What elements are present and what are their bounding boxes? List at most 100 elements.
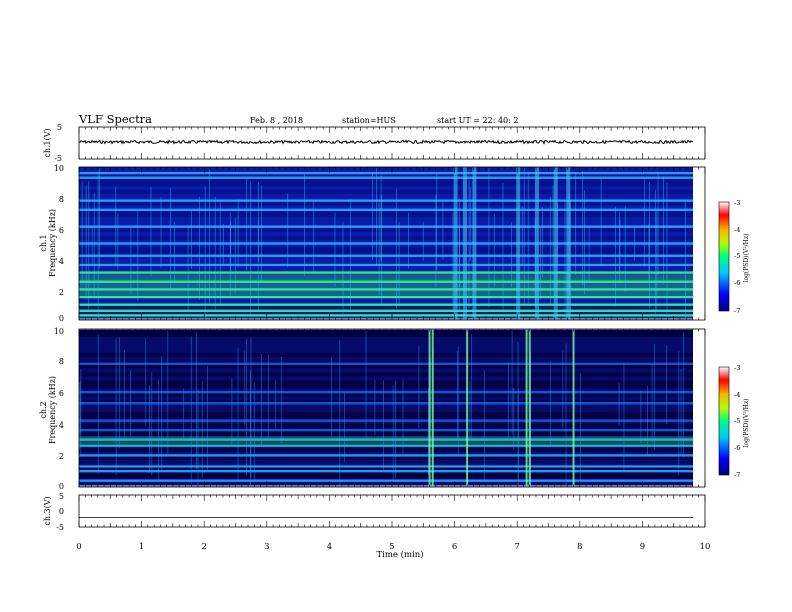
spectral-texture-row	[79, 281, 693, 286]
spectral-texture-row	[79, 285, 693, 290]
xtick-7: 7	[514, 542, 519, 552]
spectral-band	[79, 242, 693, 245]
spectral-band	[79, 391, 693, 394]
station-label: station=HUS	[342, 116, 396, 125]
ch1-ytick-2: 2	[59, 288, 64, 297]
spectral-burst	[453, 167, 458, 320]
ch1-ytick-8: 8	[59, 195, 64, 204]
ch2-channel-label: ch.2	[39, 401, 48, 418]
xtick-4: 4	[327, 542, 332, 552]
spectral-texture-row	[79, 396, 693, 401]
spectral-texture-row	[79, 212, 693, 217]
spectral-texture-row	[79, 408, 693, 412]
spectral-burst	[431, 329, 434, 487]
spectral-band	[79, 199, 693, 202]
ch1-ytick-neg5: -5	[54, 154, 62, 163]
spectral-texture-row	[79, 189, 693, 194]
spectral-texture-row	[79, 232, 693, 236]
spectral-texture-row	[79, 258, 693, 263]
ch2-cb-tick-neg7: -7	[734, 471, 740, 479]
ch2-ytick-8: 8	[59, 357, 64, 366]
ch2-spectrogram-panel: 0 2 4 6 8 10 ch.2 Frequency (kHz)	[39, 327, 706, 491]
ch1-colorbar-label: log(PSD)(V²/Hz)	[743, 234, 750, 283]
ch1-cb-tick-neg7: -7	[734, 307, 740, 315]
spectral-texture-row	[79, 220, 693, 225]
ch2-cb-tick-neg5: -5	[734, 417, 740, 425]
spectral-texture-row	[79, 435, 693, 440]
spectral-band	[79, 309, 693, 313]
time-axis-label: Time (min)	[376, 549, 423, 560]
spectral-texture-row	[79, 364, 693, 369]
spectral-band	[79, 362, 693, 365]
ch2-colorbar-bar	[718, 366, 730, 476]
xtick-1: 1	[139, 542, 144, 552]
spectral-texture-row	[79, 372, 693, 377]
ch2-ytick-2: 2	[59, 452, 64, 461]
ch1-ytick-0: 0	[59, 314, 64, 323]
spectral-texture-row	[79, 344, 693, 349]
ch1-cb-tick-neg6: -6	[734, 279, 740, 287]
xtick-3: 3	[264, 542, 269, 552]
ch2-ytick-4: 4	[59, 421, 64, 430]
spectral-texture-row	[79, 247, 693, 252]
ch3-voltage-panel: 5 0 -5 ch.3(V)	[43, 492, 706, 532]
ch2-ytick-10: 10	[54, 327, 64, 336]
ch1-channel-label: ch.1	[39, 234, 48, 251]
spectral-enhancement	[79, 436, 693, 446]
spectral-texture-row	[79, 266, 693, 271]
date-label: Feb. 8 , 2018	[250, 116, 303, 125]
spectral-burst	[534, 167, 539, 320]
spectral-band	[79, 271, 693, 274]
spectral-texture-row	[79, 352, 693, 357]
spectral-burst	[462, 167, 467, 320]
ch2-colorbar-label: log(PSD)(V²/Hz)	[743, 399, 750, 448]
spectral-texture-row	[79, 423, 693, 428]
spectral-texture-row	[79, 455, 693, 460]
ch3-ytick-5: 5	[59, 492, 64, 501]
spectral-burst	[525, 329, 528, 487]
ch1-voltage-trace	[78, 139, 694, 145]
xtick-5: 5	[389, 542, 394, 552]
spectral-texture-row	[79, 439, 693, 444]
ch3-ytick-neg5: -5	[56, 523, 64, 532]
spectral-texture-row	[79, 447, 693, 452]
ch1-voltage-ylabel: ch.1(V)	[43, 128, 52, 157]
spectral-texture-row	[79, 392, 693, 397]
xtick-9: 9	[640, 542, 645, 552]
ch2-frequency-ylabel: Frequency (kHz)	[48, 376, 57, 444]
spectral-texture-row	[79, 293, 693, 298]
spectral-texture-row	[79, 356, 693, 361]
spectral-texture-row	[79, 186, 693, 190]
spectral-texture-row	[79, 404, 693, 408]
ch1-spectrogram-image	[79, 167, 693, 320]
ch1-voltage-panel: 5 -5 ch.1(V)	[43, 123, 706, 163]
spectral-burst	[572, 329, 575, 487]
spectral-burst	[528, 329, 531, 487]
spectral-band	[79, 428, 693, 432]
spectral-texture-row	[79, 340, 693, 345]
ch1-ytick-6: 6	[59, 226, 64, 235]
spectral-band	[79, 470, 693, 473]
spectral-texture-row	[79, 205, 693, 210]
xtick-0: 0	[76, 542, 81, 552]
spectral-texture-row	[79, 471, 693, 476]
ch2-cb-tick-neg6: -6	[734, 444, 740, 452]
spectral-texture-row	[79, 228, 693, 233]
spectral-band	[79, 402, 693, 405]
spectral-band	[79, 263, 693, 267]
ch2-ytick-6: 6	[59, 389, 64, 398]
spectral-texture-row	[79, 243, 693, 248]
spectral-texture-row	[79, 411, 693, 416]
spectral-texture-row	[79, 277, 693, 282]
spectral-texture-row	[79, 235, 693, 240]
ch1-cb-tick-neg3: -3	[734, 199, 740, 207]
spectral-burst	[428, 329, 431, 487]
spectral-texture-row	[79, 178, 693, 183]
spectral-texture-row	[79, 380, 693, 385]
spectral-texture-row	[79, 348, 693, 353]
spectral-texture-row	[79, 467, 693, 472]
spectral-band	[79, 438, 693, 441]
xtick-10: 10	[700, 542, 711, 552]
spectral-band	[79, 454, 693, 457]
